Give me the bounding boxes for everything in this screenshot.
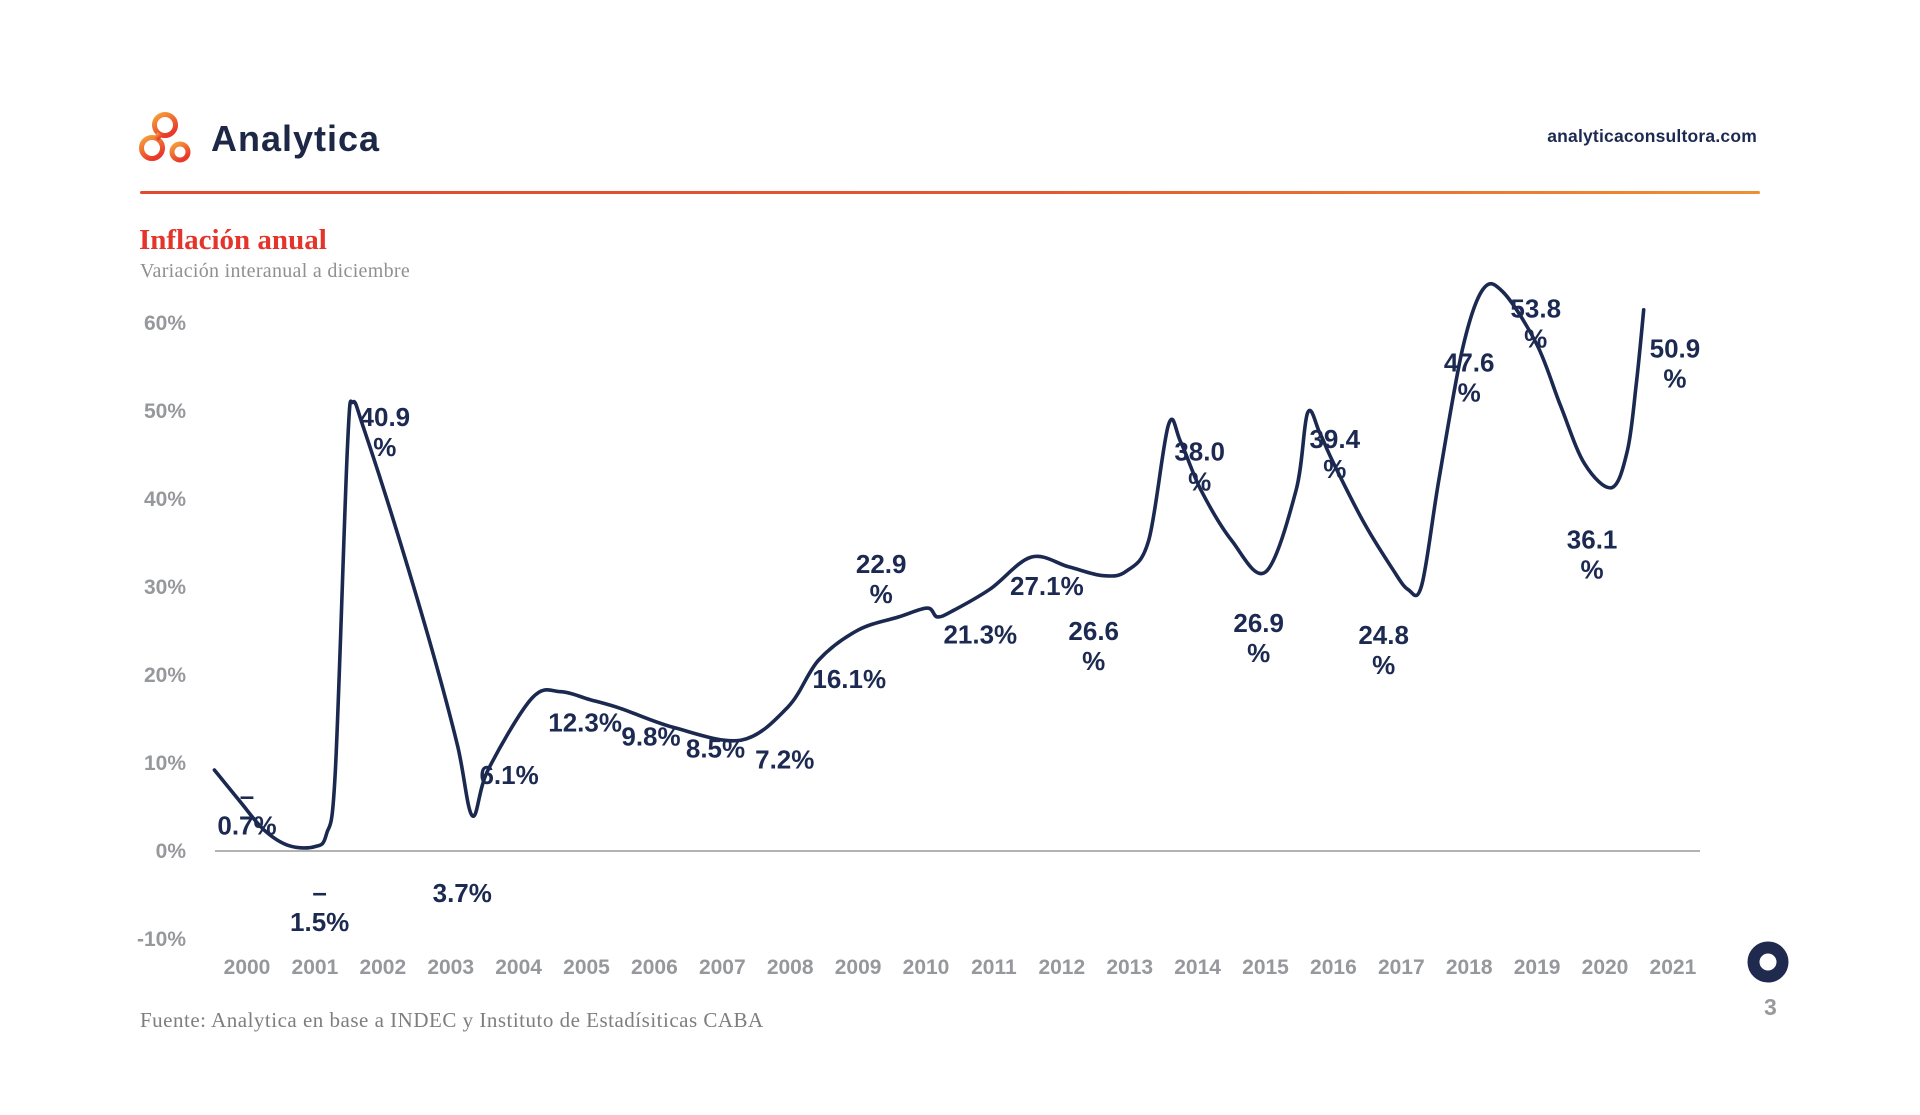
x-tick-label-2015: 2015 — [1242, 956, 1289, 979]
data-label: 36.1% — [1567, 524, 1618, 584]
x-tick-label-2016: 2016 — [1310, 956, 1357, 979]
data-label: 3.7% — [433, 878, 492, 908]
chart-subtitle: Variación interanual a diciembre — [140, 260, 411, 282]
y-tick-label: -10% — [137, 928, 186, 951]
inflation-curve — [212, 281, 1646, 850]
data-label: 21.3% — [943, 619, 1017, 649]
data-label: 9.8% — [621, 721, 680, 751]
data-label: 12.3% — [548, 707, 622, 737]
data-label: 8.5% — [686, 734, 745, 764]
data-label: 38.0% — [1174, 436, 1225, 496]
source-note: Fuente: Analytica en base a INDEC y Inst… — [140, 1008, 764, 1032]
header-divider — [140, 191, 1760, 194]
brand-name: Analytica — [211, 118, 381, 159]
x-tick-label-2008: 2008 — [767, 956, 814, 979]
data-label: 7.2% — [755, 744, 814, 774]
header-brand: Analytica — [138, 112, 380, 166]
data-label: 47.6% — [1444, 347, 1495, 407]
x-tick-label-2018: 2018 — [1446, 956, 1493, 979]
data-label: 27.1% — [1010, 571, 1084, 601]
analytica-logo-icon — [139, 112, 191, 163]
data-label: 26.9% — [1233, 608, 1284, 668]
data-label: 24.8% — [1358, 620, 1409, 680]
website-url: analyticaconsultora.com — [1547, 126, 1757, 146]
data-label: 40.9% — [360, 402, 411, 462]
data-label: 50.9% — [1650, 333, 1701, 393]
y-tick-label: 60% — [144, 312, 186, 335]
y-tick-label: 0% — [156, 840, 187, 863]
x-tick-label-2003: 2003 — [427, 956, 474, 979]
x-tick-label-2017: 2017 — [1378, 956, 1425, 979]
x-tick-label-2012: 2012 — [1038, 956, 1085, 979]
x-tick-label-2014: 2014 — [1174, 956, 1221, 979]
page-number: 3 — [1764, 994, 1777, 1020]
data-label: –0.7% — [217, 780, 276, 840]
y-tick-label: 50% — [144, 400, 186, 423]
data-label: 39.4% — [1309, 424, 1360, 484]
x-tick-label-2010: 2010 — [903, 956, 950, 979]
y-tick-label: 20% — [144, 664, 186, 687]
x-tick-label-2020: 2020 — [1582, 956, 1629, 979]
x-tick-label-2021: 2021 — [1650, 956, 1697, 979]
x-tick-label-2007: 2007 — [699, 956, 746, 979]
x-tick-label-2001: 2001 — [292, 956, 339, 979]
x-tick-label-2011: 2011 — [971, 956, 1017, 979]
data-label: 22.9% — [856, 549, 907, 609]
data-label: 26.6% — [1068, 616, 1119, 676]
x-tick-label-2000: 2000 — [224, 956, 271, 979]
x-tick-label-2004: 2004 — [495, 956, 542, 979]
y-tick-label: 30% — [144, 576, 186, 599]
x-tick-label-2019: 2019 — [1514, 956, 1561, 979]
x-tick-label-2013: 2013 — [1106, 956, 1153, 979]
data-label: 16.1% — [812, 664, 886, 694]
x-tick-label-2002: 2002 — [359, 956, 406, 979]
x-tick-label-2005: 2005 — [563, 956, 610, 979]
chart-title: Inflación anual — [139, 224, 327, 256]
data-label: 6.1% — [479, 760, 538, 790]
y-tick-label: 10% — [144, 752, 186, 775]
data-label: 53.8% — [1510, 294, 1561, 354]
x-tick-label-2009: 2009 — [835, 956, 882, 979]
data-label: –1.5% — [290, 877, 349, 937]
x-tick-label-2006: 2006 — [631, 956, 678, 979]
page-ring-icon — [1747, 941, 1789, 983]
y-tick-label: 40% — [144, 488, 186, 511]
